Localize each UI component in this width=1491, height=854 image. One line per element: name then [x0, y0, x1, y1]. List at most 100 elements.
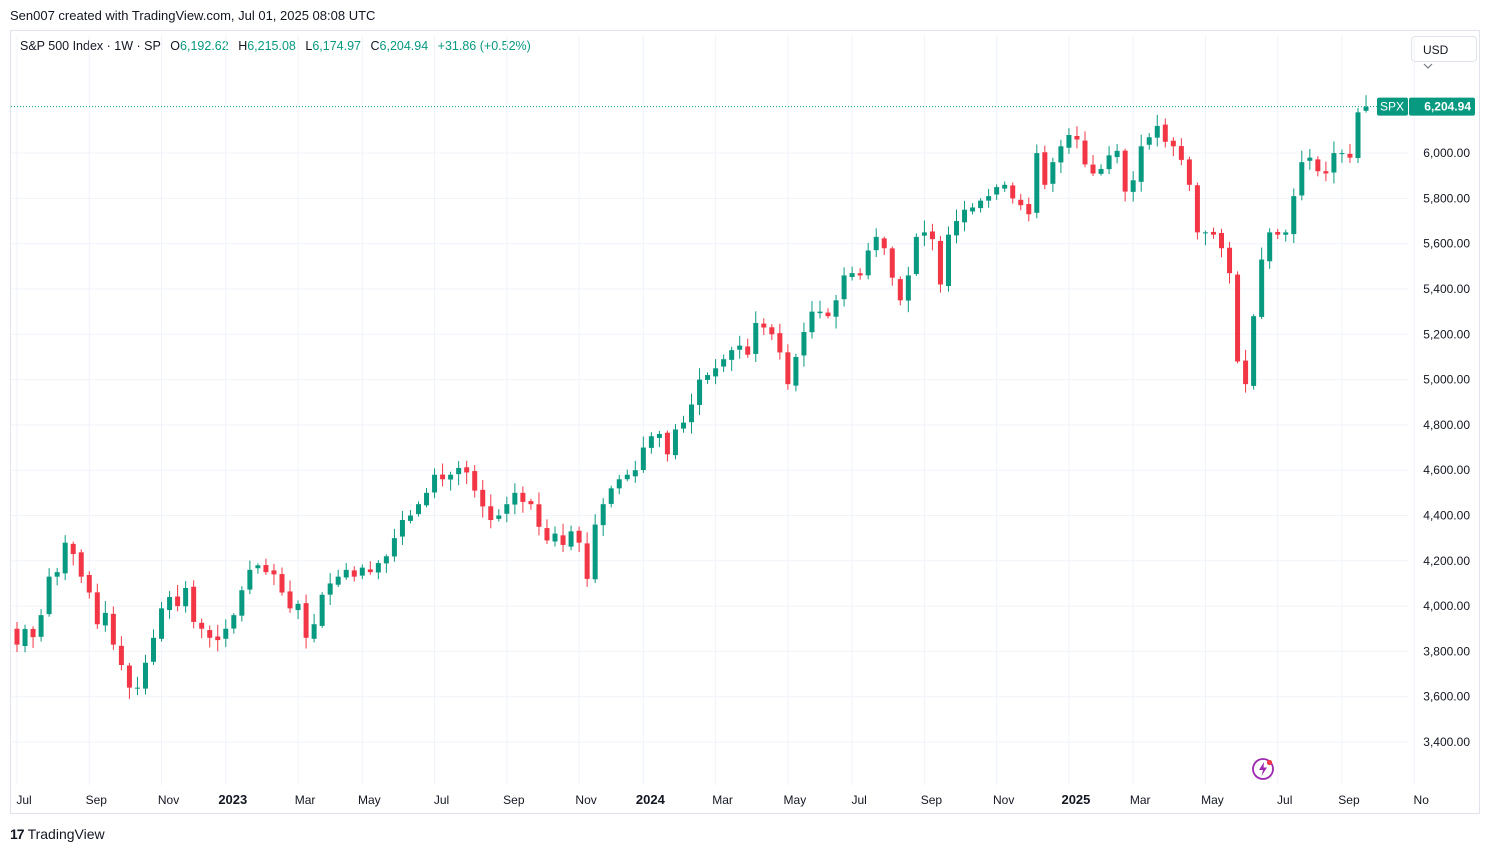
candle[interactable]: [1010, 182, 1016, 204]
candle[interactable]: [1098, 164, 1104, 176]
candle[interactable]: [841, 267, 847, 307]
candle[interactable]: [239, 586, 245, 622]
candle[interactable]: [191, 580, 197, 629]
candle[interactable]: [432, 468, 438, 499]
candle[interactable]: [737, 335, 743, 359]
candle[interactable]: [504, 496, 510, 523]
candle[interactable]: [407, 510, 413, 524]
candle[interactable]: [303, 594, 309, 649]
candle[interactable]: [367, 561, 373, 575]
candle[interactable]: [945, 226, 951, 292]
candle[interactable]: [929, 223, 935, 251]
candle[interactable]: [263, 558, 269, 575]
symbol-label[interactable]: S&P 500 Index · 1W · SP: [20, 39, 161, 53]
candle[interactable]: [1202, 230, 1208, 246]
candle[interactable]: [1146, 133, 1152, 150]
candle[interactable]: [970, 203, 976, 215]
candle[interactable]: [1106, 146, 1112, 175]
candle[interactable]: [1082, 131, 1088, 168]
candle[interactable]: [937, 235, 943, 293]
candle[interactable]: [528, 498, 534, 510]
candle[interactable]: [648, 432, 654, 454]
candle[interactable]: [1090, 155, 1096, 176]
candle[interactable]: [159, 601, 165, 642]
candle[interactable]: [889, 246, 895, 286]
candle[interactable]: [175, 584, 181, 612]
candle[interactable]: [118, 636, 124, 671]
candle[interactable]: [199, 618, 205, 639]
candle[interactable]: [1050, 157, 1056, 192]
candle[interactable]: [1275, 228, 1281, 240]
candle[interactable]: [327, 573, 333, 606]
candle[interactable]: [311, 613, 317, 643]
candle[interactable]: [46, 568, 52, 617]
candle[interactable]: [319, 592, 325, 628]
candle[interactable]: [287, 580, 293, 613]
candle[interactable]: [223, 619, 229, 648]
candle[interactable]: [801, 322, 807, 367]
candle[interactable]: [70, 541, 76, 566]
candle[interactable]: [857, 268, 863, 280]
candle[interactable]: [817, 300, 823, 319]
candle[interactable]: [1347, 143, 1353, 163]
candle[interactable]: [62, 535, 68, 581]
candle[interactable]: [1323, 161, 1329, 182]
candle[interactable]: [873, 228, 879, 258]
candle[interactable]: [1315, 156, 1321, 177]
candle[interactable]: [215, 624, 221, 652]
candle[interactable]: [592, 514, 598, 583]
candle[interactable]: [954, 209, 960, 244]
candle[interactable]: [1331, 141, 1337, 184]
candle[interactable]: [54, 567, 60, 586]
candle[interactable]: [1114, 143, 1120, 164]
candle[interactable]: [1026, 197, 1032, 222]
bolt-icon[interactable]: [1251, 757, 1275, 781]
candle[interactable]: [1066, 128, 1072, 154]
candle[interactable]: [809, 301, 815, 339]
candle[interactable]: [399, 510, 405, 545]
candle[interactable]: [753, 311, 759, 362]
candle[interactable]: [978, 198, 984, 213]
candle[interactable]: [560, 523, 566, 553]
candle[interactable]: [1122, 148, 1128, 202]
candle[interactable]: [785, 344, 791, 390]
candle[interactable]: [656, 430, 662, 448]
candle[interactable]: [1267, 228, 1273, 269]
candle[interactable]: [1178, 138, 1184, 166]
candle[interactable]: [1018, 193, 1024, 211]
candle[interactable]: [1243, 349, 1249, 393]
candle[interactable]: [383, 554, 389, 573]
candle[interactable]: [22, 624, 28, 653]
candle[interactable]: [1251, 314, 1257, 390]
candle[interactable]: [905, 266, 911, 313]
candle[interactable]: [672, 424, 678, 460]
candle[interactable]: [496, 509, 502, 522]
candle[interactable]: [697, 368, 703, 415]
candle[interactable]: [632, 460, 638, 483]
candle[interactable]: [456, 461, 462, 486]
candle[interactable]: [134, 676, 140, 696]
candle[interactable]: [608, 485, 614, 508]
candle[interactable]: [440, 463, 446, 487]
candle[interactable]: [1227, 241, 1233, 284]
candle[interactable]: [568, 525, 574, 551]
candle[interactable]: [536, 492, 542, 536]
candle[interactable]: [825, 308, 831, 319]
candle[interactable]: [247, 560, 253, 595]
candle[interactable]: [231, 613, 237, 634]
candle[interactable]: [1186, 156, 1192, 192]
candle[interactable]: [921, 220, 927, 247]
candle[interactable]: [584, 532, 590, 587]
candle[interactable]: [1074, 126, 1080, 149]
candle[interactable]: [359, 564, 365, 580]
candle[interactable]: [833, 294, 839, 329]
candle[interactable]: [1210, 227, 1216, 239]
candle[interactable]: [769, 324, 775, 341]
candle[interactable]: [126, 662, 132, 699]
candle[interactable]: [640, 436, 646, 473]
candle[interactable]: [448, 471, 454, 491]
candle[interactable]: [962, 200, 968, 232]
candle[interactable]: [624, 469, 630, 482]
candle[interactable]: [1034, 144, 1040, 219]
chevron-down-icon[interactable]: [1423, 63, 1433, 69]
